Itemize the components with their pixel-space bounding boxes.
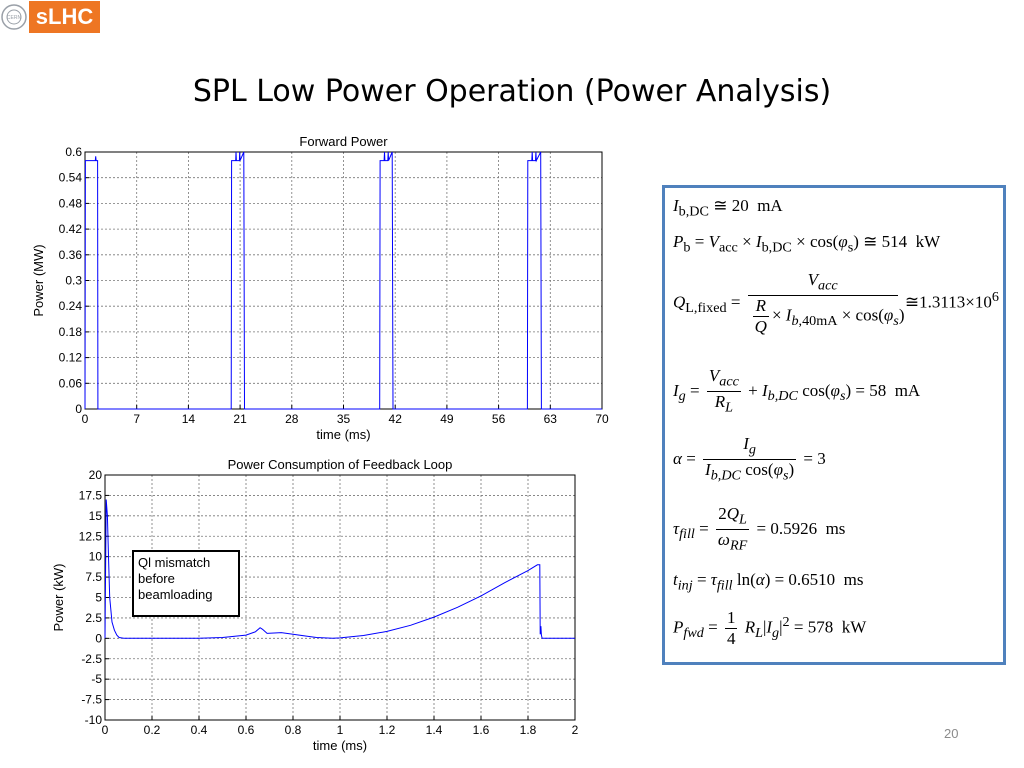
y-tick-label: 0.48 (59, 196, 83, 210)
y-tick-label: 20 (89, 468, 103, 482)
x-tick-label: 0 (82, 412, 89, 426)
feedback-power-chart: 0 0.2 0.4 0.6 0.8 1 1.2 1.4 1.6 1.8 2 -10 -7.5 -5 -2.5… (51, 457, 579, 753)
forward-power-chart: 0 7 14 21 28 35 42 49 56 63 70 0 0.06 0.12 0.18 0.24 0.3… (31, 134, 609, 442)
x-tick-label: 1.4 (426, 723, 443, 737)
formula-box: Ib,DC ≅ 20 mA Pb = Vacc × Ib,DC × cos(φs… (662, 185, 1006, 665)
x-tick-label: 0.2 (144, 723, 161, 737)
y-tick-label: 0.18 (59, 325, 83, 339)
y-tick-label: 0 (95, 631, 102, 645)
x-tick-label: 1.2 (379, 723, 396, 737)
x-tick-label: 42 (389, 412, 403, 426)
series-line (104, 499, 575, 639)
x-tick-label: 28 (285, 412, 299, 426)
formula-t-inj: tinj = τfill ln(α) = 0.6510 ms (673, 570, 864, 594)
x-tick-label: 0.6 (238, 723, 255, 737)
x-axis-label: time (ms) (313, 738, 367, 753)
x-tick-label: 0.4 (191, 723, 208, 737)
x-tick-label: 56 (492, 412, 506, 426)
cern-text: CERN (7, 15, 22, 21)
x-tick-label: 2 (572, 723, 579, 737)
y-tick-label: 15 (89, 509, 103, 523)
page-title: SPL Low Power Operation (Power Analysis) (192, 74, 832, 109)
x-tick-label: 0 (102, 723, 109, 737)
x-tick-label: 14 (182, 412, 196, 426)
y-tick-label: 10 (89, 550, 103, 564)
y-tick-label: -2.5 (81, 652, 102, 666)
slhc-badge: sLHC (29, 1, 100, 33)
y-tick-label: 0.6 (65, 145, 82, 159)
x-tick-label: 0.8 (285, 723, 302, 737)
chart-title: Forward Power (299, 134, 388, 149)
mismatch-annotation: Ql mismatch before beamloading (132, 550, 240, 617)
formula-pb: Pb = Vacc × Ib,DC × cos(φs) ≅ 514 kW (673, 232, 941, 256)
y-tick-label: -7.5 (81, 693, 102, 707)
y-tick-label: 0.12 (59, 351, 83, 365)
y-tick-label: 0.3 (65, 274, 82, 288)
x-tick-label: 1 (337, 723, 344, 737)
y-tick-label: 12.5 (79, 529, 103, 543)
y-tick-label: -10 (85, 713, 103, 727)
y-tick-label: 0.42 (59, 222, 83, 236)
y-tick-label: 2.5 (85, 611, 102, 625)
y-tick-label: 7.5 (85, 570, 102, 584)
x-tick-label: 70 (595, 412, 609, 426)
formula-alpha: α = Ig Ib,DC cos(φs) = 3 (673, 434, 826, 484)
y-tick-label: 0.24 (59, 299, 83, 313)
chart-title: Power Consumption of Feedback Loop (228, 457, 453, 472)
formula-ig: Ig = Vacc RL + Ib,DC cos(φs) = 58 mA (673, 366, 921, 416)
x-tick-label: 35 (337, 412, 351, 426)
cern-logo-icon: CERN (1, 4, 27, 30)
x-tick-label: 21 (233, 412, 247, 426)
y-tick-label: 0.54 (59, 171, 83, 185)
x-axis-label: time (ms) (316, 427, 370, 442)
slhc-logo: CERN sLHC (0, 0, 100, 33)
y-tick-label: -5 (91, 672, 102, 686)
y-tick-label: 0 (75, 402, 82, 416)
x-tick-label: 1.6 (473, 723, 490, 737)
y-tick-label: 5 (95, 591, 102, 605)
y-axis-label: Power (kW) (51, 564, 66, 632)
formula-ql-fixed: QL,fixed = Vacc R Q × Ib,40mA × cos(φs) ≅1… (673, 270, 999, 337)
x-tick-label: 63 (544, 412, 558, 426)
y-axis-label: Power (MW) (31, 244, 46, 316)
x-tick-label: 49 (440, 412, 454, 426)
y-tick-label: 0.36 (59, 248, 83, 262)
series-line (84, 151, 602, 410)
y-tick-label: 0.06 (59, 376, 83, 390)
formula-ib-dc: Ib,DC ≅ 20 mA (673, 196, 783, 220)
x-tick-label: 1.8 (520, 723, 537, 737)
page-number: 20 (944, 726, 959, 741)
formula-tau-fill: τfill = 2QL ωRF = 0.5926 ms (673, 504, 846, 554)
x-tick-label: 7 (133, 412, 140, 426)
y-tick-label: 17.5 (79, 488, 103, 502)
